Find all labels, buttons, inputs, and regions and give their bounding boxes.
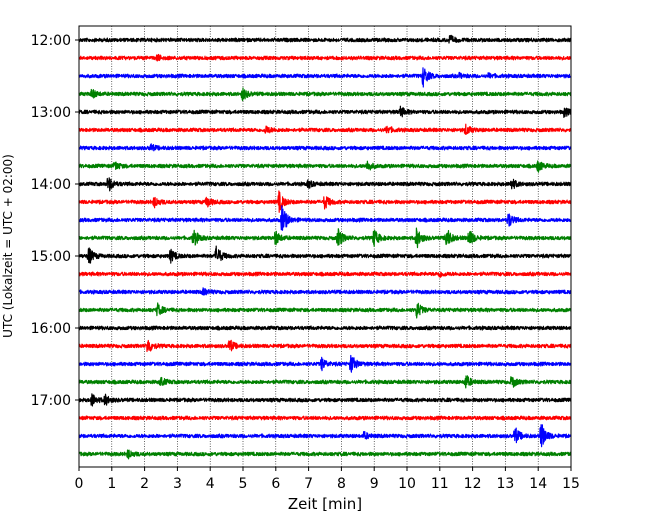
x-tick-label: 11 (431, 476, 449, 492)
trace-row (78, 34, 572, 44)
x-axis-label: Zeit [min] (288, 495, 362, 513)
trace-row (78, 67, 572, 88)
trace-row (78, 325, 572, 331)
trace-row (78, 287, 572, 296)
x-tick-label: 6 (271, 476, 280, 492)
trace-row (78, 177, 572, 192)
traces (78, 34, 572, 460)
y-tick-label: 16:00 (31, 321, 71, 337)
trace-row (78, 393, 572, 407)
trace-row (78, 53, 572, 62)
plot-background (79, 26, 571, 467)
x-tick-label: 14 (529, 476, 547, 492)
y-axis-label: UTC (Lokalzeit = UTC + 02:00) (1, 154, 15, 338)
trace-row (78, 160, 572, 173)
trace-row (78, 354, 572, 373)
trace-row (78, 271, 572, 278)
x-tick-label: 0 (75, 476, 84, 492)
trace-row (78, 415, 572, 421)
trace-row (78, 424, 572, 448)
trace-row (78, 143, 572, 152)
trace-row (78, 245, 572, 264)
trace-row (78, 105, 572, 118)
y-tick-label: 15:00 (31, 249, 71, 265)
x-tick-label: 8 (337, 476, 346, 492)
y-tick-label: 12:00 (31, 33, 71, 49)
trace-row (78, 190, 572, 213)
y-axis-ticks: 12:00 13:00 14:00 15:00 16:00 17:00 (31, 33, 79, 409)
vertical-grid (111, 26, 539, 467)
trace-row (78, 205, 572, 231)
x-tick-label: 9 (370, 476, 379, 492)
x-tick-label: 7 (304, 476, 313, 492)
y-tick-label: 17:00 (31, 393, 71, 409)
y-tick-label: 13:00 (31, 105, 71, 121)
trace-row (78, 375, 572, 389)
y-tick-label: 14:00 (31, 177, 71, 193)
trace-row (78, 87, 572, 102)
trace-row (78, 449, 572, 460)
trace-row (78, 339, 572, 353)
trace-row (78, 227, 572, 249)
trace-row (78, 123, 572, 135)
x-tick-label: 1 (107, 476, 116, 492)
trace-row (78, 302, 572, 319)
x-tick-label: 13 (496, 476, 514, 492)
x-tick-label: 10 (398, 476, 416, 492)
x-tick-label: 5 (239, 476, 248, 492)
x-tick-label: 2 (140, 476, 149, 492)
x-tick-label: 4 (206, 476, 215, 492)
plot-frame (78, 25, 572, 468)
x-tick-label: 15 (562, 476, 580, 492)
x-tick-label: 12 (464, 476, 482, 492)
x-axis-ticks: 0 1 2 3 4 5 6 7 8 9 10 11 12 13 14 15 (75, 467, 580, 492)
x-tick-label: 3 (173, 476, 182, 492)
